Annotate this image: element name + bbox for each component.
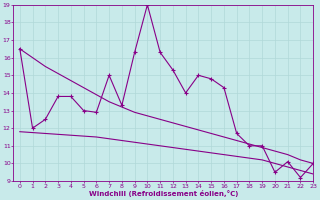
X-axis label: Windchill (Refroidissement éolien,°C): Windchill (Refroidissement éolien,°C) xyxy=(89,190,238,197)
